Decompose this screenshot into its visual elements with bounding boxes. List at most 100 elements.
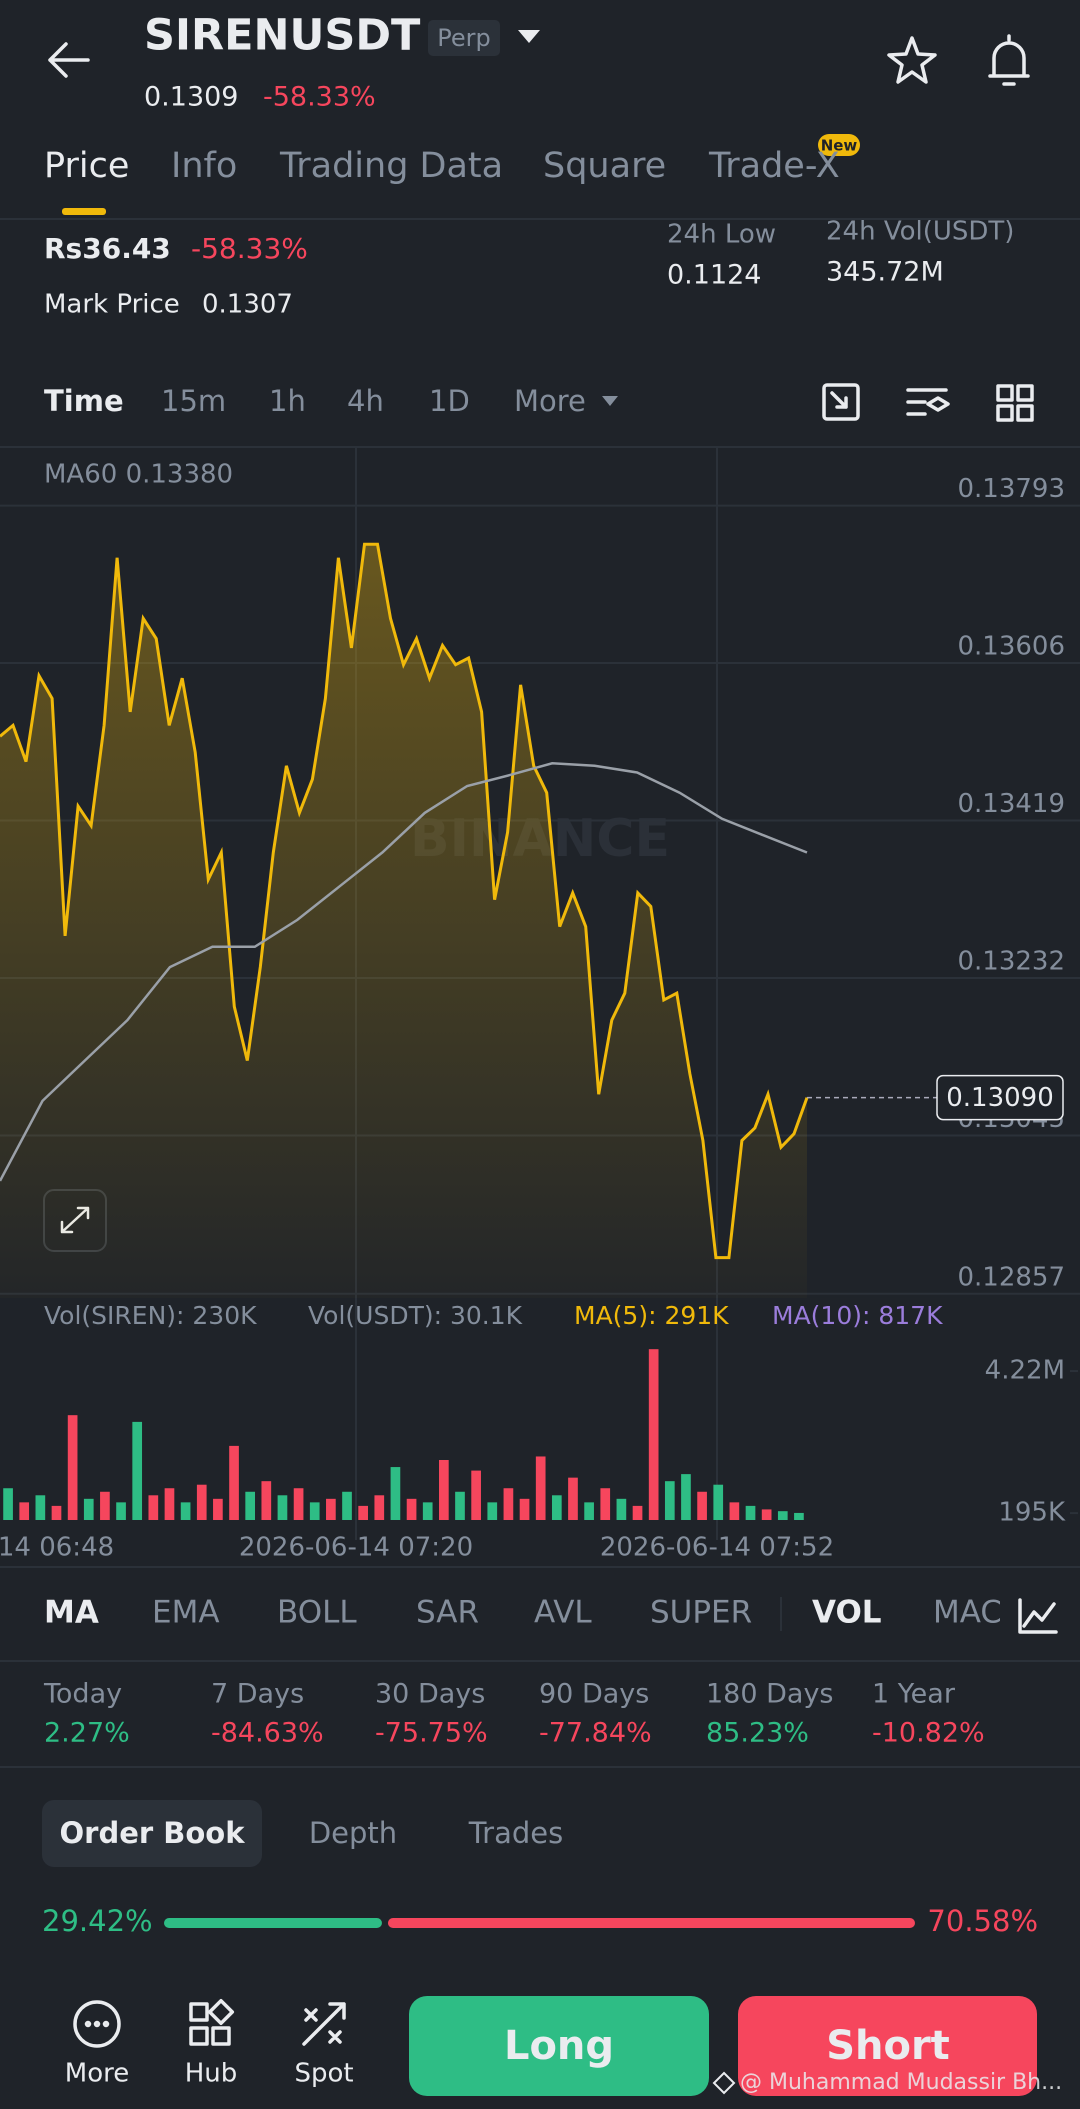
volume-bar bbox=[422, 1502, 433, 1520]
volume-bar bbox=[245, 1491, 256, 1520]
perp-label: Perp bbox=[437, 24, 490, 52]
period-label: Today bbox=[43, 1679, 122, 1710]
volume-bar bbox=[196, 1484, 207, 1520]
nav-icons bbox=[73, 1998, 346, 2048]
perp-badge bbox=[428, 20, 500, 56]
volume-bar bbox=[180, 1502, 191, 1520]
volume-bar bbox=[229, 1445, 239, 1520]
interval[interactable]: 1h bbox=[269, 384, 306, 418]
vol-value: 345.72M bbox=[826, 257, 944, 288]
tab[interactable]: Trading Data bbox=[279, 146, 503, 186]
volume-bar bbox=[100, 1491, 110, 1520]
volume-bar bbox=[374, 1495, 385, 1520]
volume-bar bbox=[487, 1502, 498, 1520]
period-label: 7 Days bbox=[211, 1679, 304, 1710]
local-price: Rs36.43 bbox=[44, 232, 171, 265]
tab[interactable]: Price bbox=[44, 146, 129, 186]
volume-bar bbox=[455, 1491, 465, 1520]
indicator-tab[interactable]: VOL bbox=[812, 1595, 882, 1631]
favorite-button[interactable] bbox=[887, 36, 937, 84]
volume-bar bbox=[35, 1495, 46, 1520]
volume-bar bbox=[761, 1509, 772, 1520]
period-label: 30 Days bbox=[375, 1679, 485, 1710]
indicator-tab[interactable]: SAR bbox=[416, 1595, 479, 1631]
y-tick-label: 0.12857 bbox=[957, 1262, 1065, 1292]
indicator-tab[interactable]: EMA bbox=[152, 1595, 220, 1631]
volume-bar bbox=[277, 1495, 288, 1520]
book-tab[interactable]: Order Book bbox=[59, 1816, 245, 1850]
interval[interactable]: 1D bbox=[429, 384, 470, 418]
volume-bar bbox=[519, 1498, 530, 1520]
nav-label[interactable]: Spot bbox=[294, 2059, 353, 2089]
interval[interactable]: 15m bbox=[161, 384, 226, 418]
period-label: 90 Days bbox=[539, 1679, 649, 1710]
tab[interactable]: Trade-X bbox=[708, 146, 840, 186]
long-button[interactable] bbox=[409, 1996, 709, 2096]
indicator-tab[interactable]: MA bbox=[44, 1595, 99, 1631]
ma-label: MA60 0.13380 bbox=[44, 460, 233, 490]
volume-bar bbox=[777, 1511, 788, 1520]
period-change: -77.84% bbox=[539, 1718, 652, 1749]
interval[interactable]: 4h bbox=[347, 384, 384, 418]
symbol-dropdown[interactable] bbox=[518, 30, 540, 43]
y-tick-label: 0.13606 bbox=[957, 632, 1065, 662]
volume-bar bbox=[745, 1505, 756, 1520]
indicator-tab[interactable]: AVL bbox=[534, 1595, 592, 1631]
nav-label[interactable]: Hub bbox=[185, 2059, 238, 2089]
interval[interactable]: More bbox=[514, 384, 586, 418]
low-label: 24h Low bbox=[667, 220, 776, 250]
local-change: -58.33% bbox=[191, 232, 308, 265]
volume-bar bbox=[293, 1488, 304, 1520]
y-tick-label: 0.13793 bbox=[957, 474, 1065, 504]
x-tick-label: 2026-06-14 07:52 bbox=[600, 1533, 834, 1563]
period-change: -84.63% bbox=[211, 1718, 324, 1749]
volume-bar bbox=[568, 1477, 578, 1520]
indicator-tab[interactable]: BOLL bbox=[277, 1595, 357, 1631]
more-dropdown[interactable] bbox=[602, 396, 618, 406]
mark-value: 0.1307 bbox=[202, 290, 293, 320]
y-tick-label: 0.13232 bbox=[957, 947, 1065, 977]
indicator-tab[interactable]: SUPER bbox=[650, 1595, 752, 1631]
volume-bar bbox=[681, 1474, 691, 1520]
sell-ratio-bar bbox=[387, 1918, 915, 1928]
book-tab[interactable]: Depth bbox=[309, 1816, 397, 1850]
buy-ratio-label: 29.42% bbox=[42, 1904, 153, 1938]
alert-button[interactable] bbox=[988, 34, 1030, 86]
volume-bar bbox=[616, 1498, 627, 1520]
nav-label[interactable]: More bbox=[65, 2059, 129, 2089]
period-change: -75.75% bbox=[375, 1718, 488, 1749]
short-button[interactable] bbox=[738, 1996, 1037, 2096]
chart-tools[interactable] bbox=[822, 383, 1034, 422]
volume-bar bbox=[648, 1349, 659, 1520]
vol-label: 24h Vol(USDT) bbox=[826, 217, 1014, 247]
price-line bbox=[0, 542, 809, 1260]
volume-bar bbox=[3, 1488, 13, 1520]
volume-bar bbox=[116, 1502, 126, 1520]
ma-line bbox=[0, 762, 808, 1182]
volume-bar bbox=[326, 1498, 336, 1520]
volume-legend: MA(5): 291K bbox=[574, 1301, 729, 1330]
volume-bar bbox=[535, 1456, 546, 1520]
book-tab[interactable]: Trades bbox=[468, 1816, 564, 1850]
volume-bar bbox=[664, 1481, 675, 1520]
interval[interactable]: Time bbox=[44, 384, 124, 418]
volume-bar bbox=[713, 1484, 724, 1520]
volume-bar bbox=[439, 1460, 449, 1520]
period-change: 2.27% bbox=[44, 1718, 130, 1749]
back-button[interactable] bbox=[48, 42, 90, 78]
tab[interactable]: Square bbox=[543, 146, 666, 186]
mark-label: Mark Price bbox=[44, 290, 180, 320]
y-tick-label: 195K bbox=[998, 1498, 1066, 1528]
volume-legend: Vol(SIREN): 230K bbox=[44, 1301, 257, 1330]
price-change: -58.33% bbox=[263, 82, 376, 113]
watermark-text: @ Muhammad Mudassir Bh... bbox=[740, 2070, 1062, 2095]
volume-bar bbox=[342, 1491, 352, 1520]
volume-bar bbox=[358, 1505, 368, 1520]
sell-ratio-label: 70.58% bbox=[927, 1904, 1038, 1938]
volume-bar bbox=[67, 1415, 78, 1520]
period-change: 85.23% bbox=[706, 1718, 809, 1749]
new-badge: New bbox=[821, 137, 858, 155]
tab[interactable]: Info bbox=[171, 146, 237, 186]
indicator-settings[interactable] bbox=[1018, 1598, 1058, 1634]
